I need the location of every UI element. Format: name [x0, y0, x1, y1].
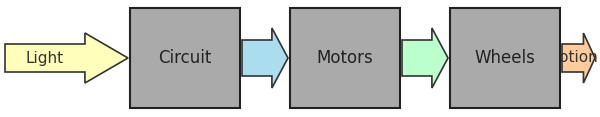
Polygon shape — [5, 33, 128, 83]
Text: Light: Light — [26, 51, 64, 66]
Polygon shape — [402, 28, 448, 88]
FancyBboxPatch shape — [450, 8, 560, 108]
Text: Wheels: Wheels — [475, 49, 535, 67]
Polygon shape — [242, 28, 288, 88]
Text: Motors: Motors — [317, 49, 373, 67]
Text: Motion: Motion — [547, 51, 599, 66]
FancyBboxPatch shape — [290, 8, 400, 108]
FancyBboxPatch shape — [130, 8, 240, 108]
Text: Circuit: Circuit — [158, 49, 212, 67]
Polygon shape — [562, 33, 595, 83]
